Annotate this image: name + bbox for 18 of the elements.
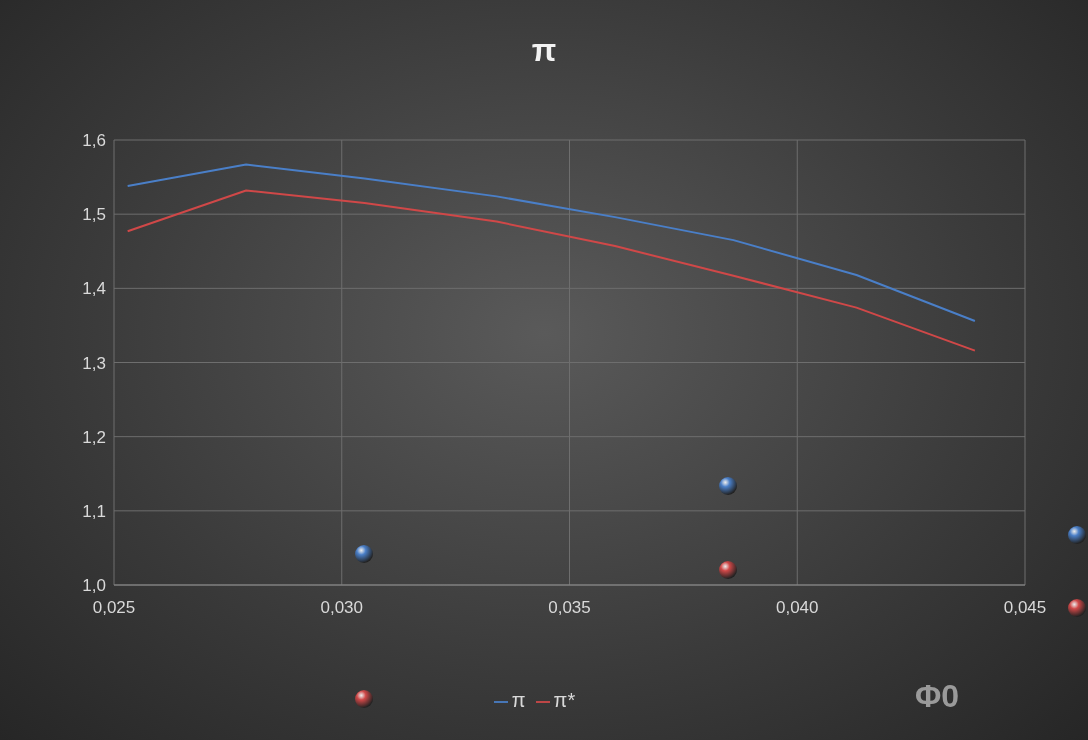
legend-label: π bbox=[511, 689, 526, 711]
x-tick-label: 0,045 bbox=[1003, 598, 1047, 618]
x-tick-label: 0,035 bbox=[548, 598, 591, 618]
y-tick-label: 1,0 bbox=[82, 576, 106, 596]
line-series bbox=[126, 163, 976, 322]
legend-label: π* bbox=[553, 689, 576, 711]
y-tick-label: 1,4 bbox=[82, 279, 106, 299]
chart-title: π bbox=[530, 32, 558, 69]
y-tick-label: 1,5 bbox=[82, 205, 106, 225]
x-tick-label: 0,040 bbox=[775, 598, 819, 618]
x-tick-label: 0,030 bbox=[320, 598, 364, 618]
y-tick-label: 1,3 bbox=[82, 353, 106, 373]
y-tick-label: 1,1 bbox=[82, 501, 106, 521]
y-tick-label: 1,2 bbox=[82, 427, 106, 447]
line-series bbox=[126, 189, 976, 352]
x-axis-title: Φ0 bbox=[915, 678, 960, 715]
x-tick-label: 0,025 bbox=[92, 598, 136, 618]
y-tick-label: 1,6 bbox=[82, 131, 106, 151]
